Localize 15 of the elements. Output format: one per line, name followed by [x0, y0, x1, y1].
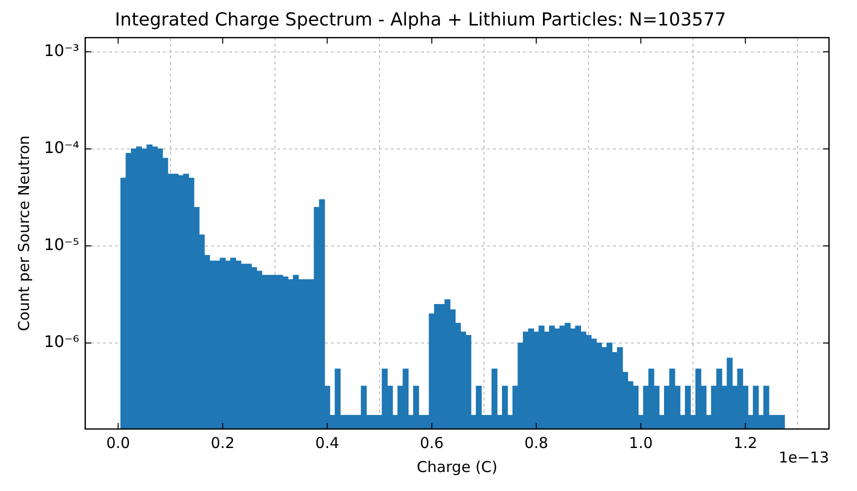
y-axis-title: Count per Source Neutron	[14, 135, 33, 332]
x-tick-label: 0.0	[106, 434, 130, 452]
x-tick-label: 0.6	[420, 434, 444, 452]
chart-title: Integrated Charge Spectrum - Alpha + Lithium Particles: N=103577	[114, 9, 726, 30]
x-tick-label: 1.2	[733, 434, 758, 452]
y-tick-label: 10⁻³	[44, 40, 80, 60]
text: 1e−13	[778, 448, 829, 466]
y-tick-label: 10⁻⁶	[44, 332, 80, 352]
x-axis-title: Charge (C)	[416, 458, 498, 476]
y-tick-label: 10⁻⁴	[44, 138, 80, 158]
x-tick-label: 0.4	[315, 434, 340, 452]
y-tick-label: 10⁻⁵	[44, 235, 80, 254]
x-tick-label: 0.2	[210, 434, 235, 452]
x-tick-label: 0.8	[524, 434, 548, 452]
x-tick-label: 1.0	[628, 434, 653, 452]
